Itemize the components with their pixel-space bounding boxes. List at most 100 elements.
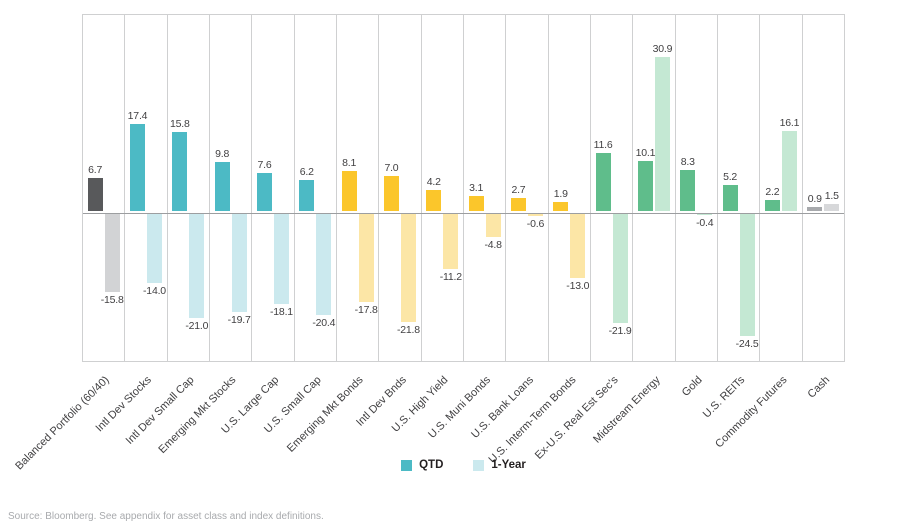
bar-1year — [316, 213, 332, 315]
bar-value-label: 8.1 — [342, 156, 357, 169]
category-cell: 7.0 -21.8 — [379, 15, 422, 361]
bar-1year — [400, 213, 416, 322]
bar-1year — [527, 213, 543, 216]
category-cell: 4.2 -11.2 — [422, 15, 464, 361]
category-axis: Balanced Portfolio (60/40) Intl Dev Stock… — [13, 362, 845, 472]
bar-qtd — [637, 160, 653, 211]
bar-qtd — [510, 197, 526, 211]
bar-value-label: 10.1 — [635, 146, 656, 159]
plot-area: 6.7 -15.8 17.4 -14.0 15.8 -21.0 9.8 -19.7 7.6 -18… — [82, 14, 845, 362]
legend-swatch-qtd — [401, 459, 413, 471]
bar-1year — [697, 213, 713, 215]
category-label: Emerging Mkt Bonds — [285, 374, 367, 455]
bar-qtd — [764, 200, 780, 211]
bar-value-label: -17.8 — [354, 304, 378, 316]
bar-1year — [612, 213, 628, 323]
bar-qtd — [256, 173, 272, 211]
category-label: Commodity Futures — [713, 374, 790, 451]
category-cell: 5.2 -24.5 — [718, 15, 761, 361]
bar-value-label: -4.8 — [484, 239, 502, 251]
bar-1year — [824, 203, 840, 211]
bar-value-label: 6.2 — [299, 166, 314, 178]
category-cell: 10.1 30.9 — [633, 15, 676, 361]
bar-value-label: -21.9 — [608, 324, 632, 337]
category-cell: 8.1 -17.8 — [337, 15, 380, 361]
bar-value-label: -15.8 — [100, 294, 124, 306]
category-label: Cash — [805, 374, 833, 401]
bar-value-label: 9.8 — [215, 148, 230, 160]
legend-item-1year: 1-Year — [473, 459, 526, 471]
category-cell: 11.6 -21.9 — [591, 15, 634, 361]
bar-1year — [654, 56, 670, 211]
bar-value-label: 11.6 — [593, 139, 613, 151]
bar-value-label: 0.9 — [807, 192, 822, 205]
bar-value-label: 17.4 — [127, 110, 148, 122]
bar-value-label: -18.1 — [270, 305, 293, 318]
bar-value-label: 2.2 — [765, 186, 780, 198]
bar-value-label: -0.6 — [526, 218, 545, 230]
zero-axis-line — [83, 213, 844, 214]
bar-qtd — [722, 185, 738, 211]
category-cell: 3.1 -4.8 — [464, 15, 507, 361]
bar-value-label: 3.1 — [469, 181, 484, 194]
category-label: U.S. Interm-Term Bonds — [486, 374, 578, 466]
bar-1year — [443, 213, 459, 269]
bar-qtd — [553, 201, 569, 211]
bar-qtd — [172, 132, 188, 211]
bar-value-label: 7.0 — [384, 162, 399, 174]
legend-item-qtd: QTD — [401, 459, 443, 471]
bar-qtd — [468, 195, 484, 211]
category-cell: 6.7 -15.8 — [83, 15, 126, 361]
bar-1year — [781, 130, 797, 211]
category-cell: 9.8 -19.7 — [210, 15, 253, 361]
category-cell: 6.2 -20.4 — [295, 15, 337, 361]
bar-value-label: 5.2 — [723, 171, 738, 183]
bar-1year — [146, 213, 162, 283]
bar-value-label: -21.8 — [396, 324, 420, 336]
source-note: Source: Bloomberg. See appendix for asse… — [8, 511, 324, 522]
category-cell: 15.8 -21.0 — [168, 15, 210, 361]
bar-1year — [231, 213, 247, 312]
bar-1year — [739, 213, 755, 336]
category-cell: 2.7 -0.6 — [506, 15, 549, 361]
bar-value-label: -0.4 — [696, 217, 714, 229]
bar-qtd — [87, 177, 103, 211]
bar-value-label: 6.7 — [88, 163, 103, 176]
category-label: Gold — [680, 374, 706, 399]
bar-value-label: -11.2 — [439, 271, 462, 283]
category-cell: 7.6 -18.1 — [252, 15, 295, 361]
chart-legend: QTD 1-Year — [82, 459, 845, 471]
legend-label-qtd: QTD — [419, 459, 444, 471]
bar-value-label: 1.5 — [824, 189, 839, 202]
bar-value-label: -20.4 — [312, 317, 336, 329]
bar-value-label: 2.7 — [511, 183, 526, 196]
bar-value-label: -21.0 — [185, 320, 209, 332]
bar-1year — [273, 213, 289, 304]
bar-value-label: 4.2 — [426, 176, 441, 188]
bar-value-label: -13.0 — [566, 280, 590, 292]
bar-value-label: 1.9 — [553, 187, 568, 200]
category-label: Ex-U.S. Real Est Sec's — [532, 374, 621, 462]
category-cell: 2.2 16.1 — [760, 15, 803, 361]
bar-1year — [189, 213, 205, 318]
category-cell: 1.9 -13.0 — [549, 15, 591, 361]
bar-qtd — [299, 180, 315, 211]
category-cell: 17.4 -14.0 — [125, 15, 168, 361]
bar-value-label: 7.6 — [257, 159, 272, 171]
bar-1year — [358, 213, 374, 302]
legend-label-1year: 1-Year — [491, 459, 526, 471]
bar-1year — [485, 213, 501, 237]
category-cell: 0.9 1.5 — [803, 15, 844, 361]
legend-swatch-1year — [473, 459, 485, 471]
bar-value-label: -24.5 — [735, 337, 759, 350]
bar-qtd — [383, 176, 399, 211]
bar-1year — [570, 213, 586, 278]
bar-value-label: 16.1 — [779, 116, 800, 129]
bar-qtd — [129, 124, 145, 211]
bar-qtd — [680, 169, 696, 211]
bar-value-label: 15.8 — [169, 118, 190, 130]
bar-qtd — [807, 206, 823, 211]
category-cell: 8.3 -0.4 — [676, 15, 718, 361]
bar-qtd — [341, 170, 357, 211]
